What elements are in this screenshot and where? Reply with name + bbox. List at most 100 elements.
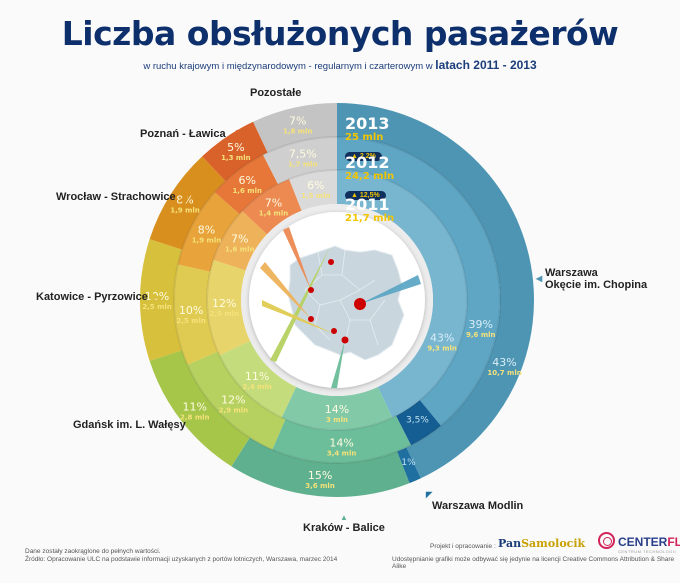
segment-value-label: 7% <box>289 114 306 127</box>
segment-pozostale-2012 <box>262 137 337 185</box>
year-2013-block: 2013 25 mln ▲ 2,2% <box>345 116 390 162</box>
year-label: 2013 <box>345 114 390 133</box>
year-label: 2012 <box>345 153 390 172</box>
segment-chopin-2011 <box>337 170 467 418</box>
segment-katowice-2012 <box>174 264 218 365</box>
segment-value-label: 12% <box>212 297 236 310</box>
segment-value-label: 15% <box>308 469 332 482</box>
footer-license: Udostępnianie grafiki może odbywać się j… <box>392 556 675 570</box>
segment-value-label: 8% <box>176 194 193 207</box>
segment-passengers-label: 2,4 mln <box>242 383 272 391</box>
segment-passengers-label: 2,5 mln <box>176 317 206 325</box>
segment-katowice-2011 <box>207 259 251 356</box>
segment-krakow-2012 <box>272 415 412 463</box>
segment-passengers-label: 9,3 mln <box>427 344 457 352</box>
segment-value-label: 1% <box>401 458 416 468</box>
segment-value-label: 7% <box>231 232 248 245</box>
segment-value-label: 39% <box>469 318 493 331</box>
year-total: 25 mln <box>345 132 384 143</box>
change-badge: ▲ 12,5% <box>345 191 386 200</box>
segment-value-label: 11% <box>183 400 207 413</box>
segment-value-label: 10% <box>179 304 203 317</box>
footer-source: Źródło: Opracowanie ULC na podstawie inf… <box>25 556 338 563</box>
page-subtitle: w ruchu krajowym i międzynarodowym - reg… <box>143 58 537 72</box>
segment-poznan-2011 <box>242 179 302 235</box>
segment-passengers-label: 2,5 mln <box>209 310 239 318</box>
segment-wroclaw-2012 <box>177 192 240 272</box>
segment-wroclaw-2013 <box>149 156 226 250</box>
pansamolocik-logo: PanSamolocik <box>498 537 586 550</box>
year-2011-block: 2011 21,7 mln <box>345 197 395 225</box>
segment-passengers-label: 9,6 mln <box>466 331 496 339</box>
label-poznan: Poznań - Ławica ◢ <box>140 128 238 140</box>
segment-chopin-2012 <box>337 137 500 426</box>
segment-value-label: 5% <box>227 141 244 154</box>
map-regions <box>304 249 386 346</box>
segment-passengers-label: 1,7 mln <box>288 161 318 169</box>
segment-value-label: 12% <box>221 394 245 407</box>
segment-wroclaw-2011 <box>213 211 268 271</box>
segment-passengers-label: 1,6 mln <box>232 187 262 195</box>
segment-value-label: 10% <box>145 290 169 303</box>
segment-chopin-2013 <box>337 103 534 479</box>
segment-passengers-label: 2,5 mln <box>142 303 172 311</box>
rings-group <box>139 103 534 497</box>
centerfly-logo: CENTERFLYCENTRUM TECHNOLOGII <box>618 535 680 554</box>
year-total: 21,7 mln <box>345 213 395 224</box>
ring-separator <box>173 136 501 464</box>
segment-passengers-label: 2,9 mln <box>219 407 249 415</box>
pointer-icon: ▲ <box>340 513 348 522</box>
segment-passengers-label: 1,9 mln <box>170 207 200 215</box>
pointer-icon: ▶ <box>150 291 160 303</box>
label-gdansk: Gdańsk im. L. Wałęsy ◥ <box>73 419 198 431</box>
label-chopin: ◀ Warszawa Okęcie im. Chopina <box>536 267 648 291</box>
segment-pozostale-2013 <box>253 103 337 153</box>
map-pointers <box>260 227 421 388</box>
segment-value-label: 11% <box>245 370 269 383</box>
airport-dots <box>308 259 366 344</box>
segment-value-label: 3,5% <box>406 415 429 425</box>
segment-passengers-label: 3 mln <box>326 416 348 424</box>
segment-poznan-2012 <box>214 154 278 215</box>
pointer-icon: ◥ <box>188 419 198 431</box>
segment-passengers-label: 1,8 mln <box>283 127 313 135</box>
segment-passengers-label: 1,4 mln <box>259 210 289 218</box>
segment-passengers-label: 2,8 mln <box>180 413 210 421</box>
segment-passengers-label: 10,7 mln <box>487 369 521 377</box>
segment-gdansk-2012 <box>187 351 286 450</box>
footer-note: Dane zostały zaokrąglone do pełnych wart… <box>25 548 161 555</box>
segment-gdansk-2013 <box>149 350 250 467</box>
segment-modlin-2013 <box>397 447 421 484</box>
segment-krakow-2013 <box>231 437 410 497</box>
label-pozostale: Pozostałe <box>250 87 302 99</box>
segment-value-label: 14% <box>329 436 353 449</box>
pointer-icon: ◤ <box>426 490 433 499</box>
segment-value-label: 43% <box>492 356 516 369</box>
page-title: Liczba obsłużonych pasażerów <box>61 14 619 53</box>
segment-gdansk-2011 <box>219 340 297 418</box>
segment-modlin-2012 <box>396 400 441 446</box>
segment-passengers-label: 3,4 mln <box>327 449 357 457</box>
footer-project: Projekt i opracowanie : <box>430 543 496 550</box>
change-badge: ▲ 2,2% <box>345 152 382 161</box>
label-wroclaw: Wrocław - Strachowice ◢ <box>56 191 188 203</box>
segment-passengers-label: 1,9 mln <box>192 236 222 244</box>
year-total: 24,2 mln <box>345 171 395 182</box>
segment-poznan-2013 <box>202 121 268 182</box>
segment-passengers-label: 1,6 mln <box>225 245 255 253</box>
segment-value-label: 7,5% <box>289 148 317 161</box>
centerfly-logo-icon <box>598 532 615 549</box>
segment-krakow-2011 <box>281 386 393 430</box>
pointer-icon: ◀ <box>536 274 543 283</box>
segment-passengers-label: 1,5 mln <box>301 192 331 200</box>
segment-value-label: 8% <box>198 223 215 236</box>
segment-passengers-label: 3,6 mln <box>305 482 335 490</box>
segment-value-label: 7% <box>265 197 282 210</box>
segment-katowice-2013 <box>139 239 182 361</box>
pointer-icon: ◢ <box>178 191 188 203</box>
segment-passengers-label: 1,3 mln <box>221 154 251 162</box>
segment-value-label: 6% <box>307 179 324 192</box>
label-modlin: ◤ Warszawa Modlin <box>426 490 524 512</box>
